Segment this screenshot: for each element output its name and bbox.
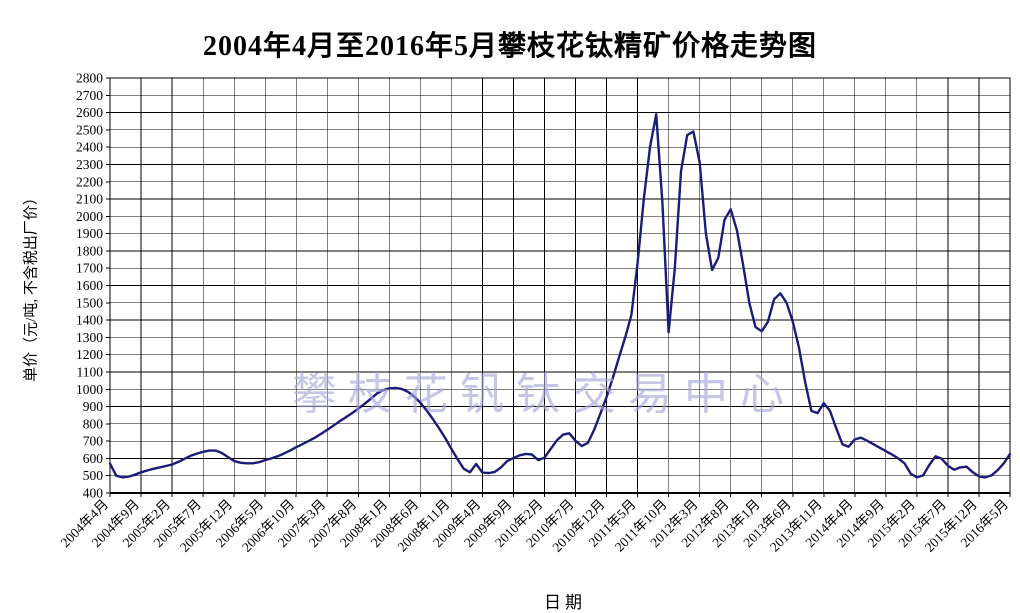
y-tick-label: 2400 — [76, 140, 103, 155]
y-tick-label: 1800 — [76, 243, 103, 258]
page-title: 2004年4月至2016年5月攀枝花钛精矿价格走势图 — [202, 31, 817, 62]
y-tick-label: 2700 — [76, 88, 103, 103]
y-tick-label: 1900 — [76, 226, 103, 241]
y-axis-title: 单价（元/吨, 不含税出厂价） — [23, 190, 40, 382]
y-tick-label: 2000 — [76, 209, 103, 224]
y-tick-label: 900 — [83, 399, 104, 414]
y-tick-label: 700 — [83, 434, 104, 449]
y-tick-label: 1200 — [76, 347, 103, 362]
y-tick-label: 1500 — [76, 295, 103, 310]
y-tick-label: 1700 — [76, 261, 103, 276]
y-tick-label: 2100 — [76, 192, 103, 207]
y-tick-label: 500 — [83, 468, 104, 483]
y-tick-label: 2800 — [76, 71, 103, 86]
y-tick-label: 400 — [83, 486, 104, 501]
y-tick-label: 600 — [83, 451, 104, 466]
y-tick-label: 800 — [83, 416, 104, 431]
y-tick-label: 1300 — [76, 330, 103, 345]
x-axis-title: 日期 — [544, 593, 586, 612]
price-line — [108, 113, 1012, 479]
y-tick-label: 2500 — [76, 122, 103, 137]
y-tick-label: 1600 — [76, 278, 103, 293]
y-tick-label: 1000 — [76, 382, 103, 397]
y-tick-label: 1100 — [77, 364, 104, 379]
y-tick-label: 2600 — [76, 105, 103, 120]
y-tick-label: 2200 — [76, 174, 103, 189]
y-tick-label: 2300 — [76, 157, 103, 172]
y-tick-label: 1400 — [76, 313, 103, 328]
